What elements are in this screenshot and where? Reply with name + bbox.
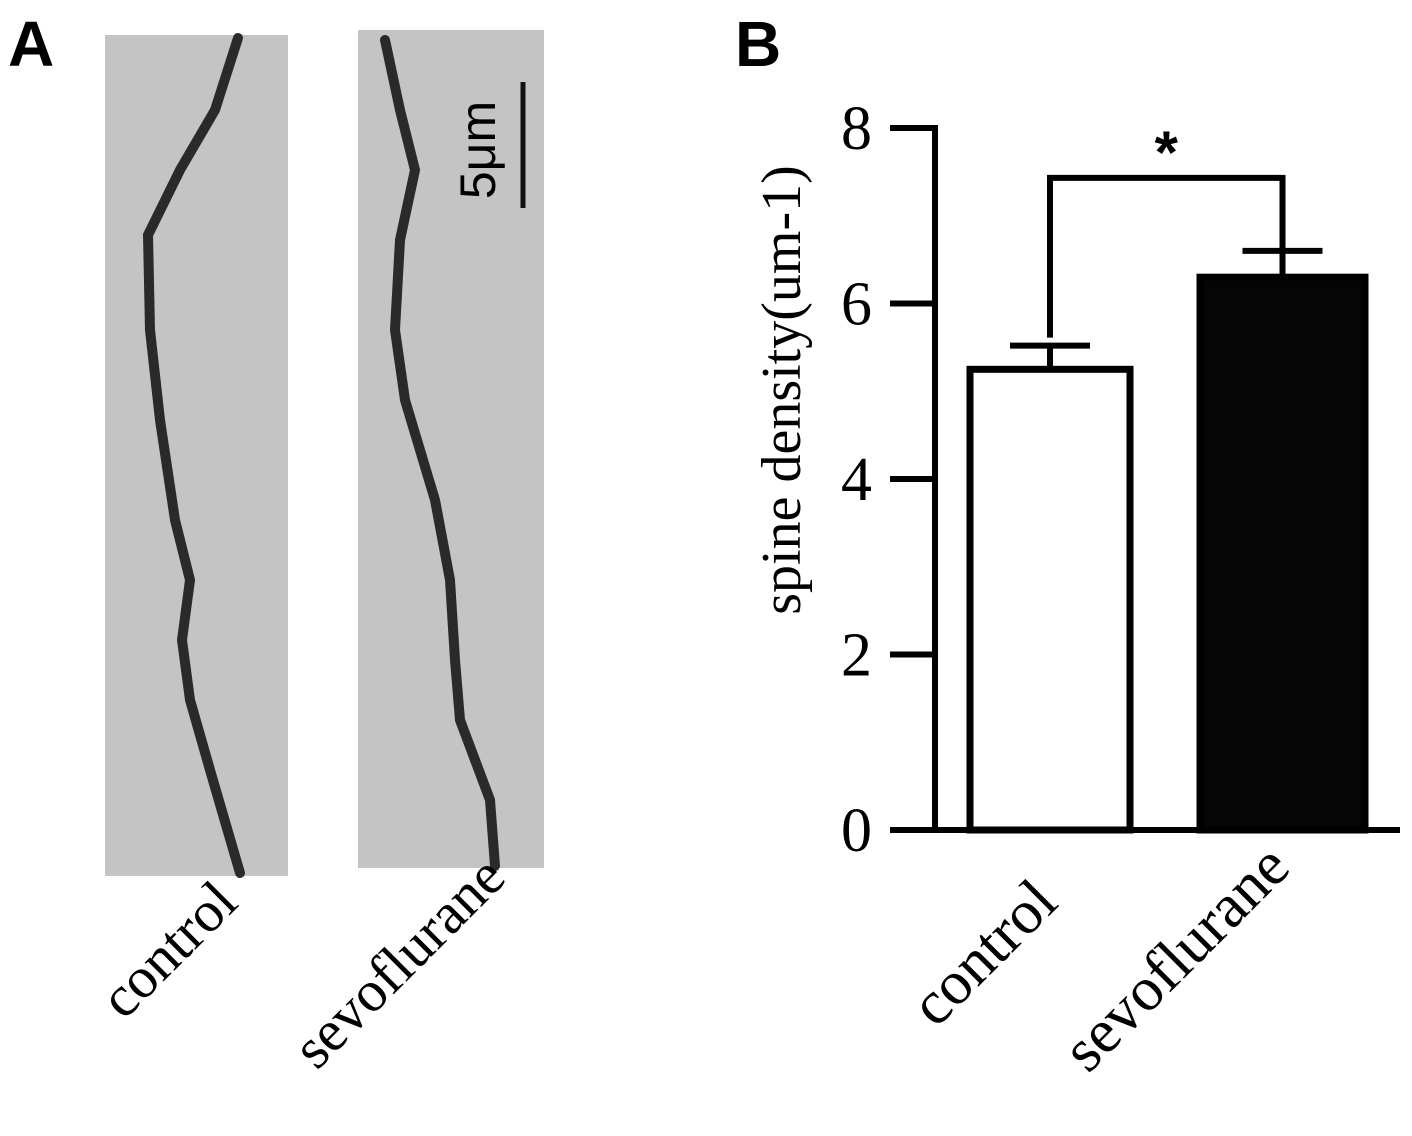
bar (966, 365, 1134, 834)
y-tick-label: 6 (841, 271, 872, 339)
y-tick-label: 2 (841, 622, 872, 690)
significance-bracket (1047, 174, 1286, 338)
panel-label: B (735, 8, 781, 80)
y-tick-label: 8 (841, 95, 872, 163)
significance-marker: * (1155, 119, 1179, 186)
panel-label: A (8, 8, 54, 80)
image-control (105, 35, 288, 876)
y-tick-label: 4 (841, 446, 872, 514)
image-sevoflurane (358, 30, 544, 868)
x-tick-label: sevoflurane (1050, 832, 1303, 1085)
dendrite (380, 35, 500, 871)
image-label: sevoflurane (280, 843, 517, 1080)
micrograph: 5μm control sevoflurane (87, 30, 544, 1080)
dendrite (142, 33, 245, 878)
x-tick-label: control (898, 867, 1070, 1039)
image-label: control (87, 868, 249, 1030)
scale-bar-label: 5μm (450, 101, 506, 199)
bar (1196, 273, 1369, 834)
y-axis-label: spine density(um-1) (751, 165, 813, 614)
y-tick-label: 0 (841, 797, 872, 865)
